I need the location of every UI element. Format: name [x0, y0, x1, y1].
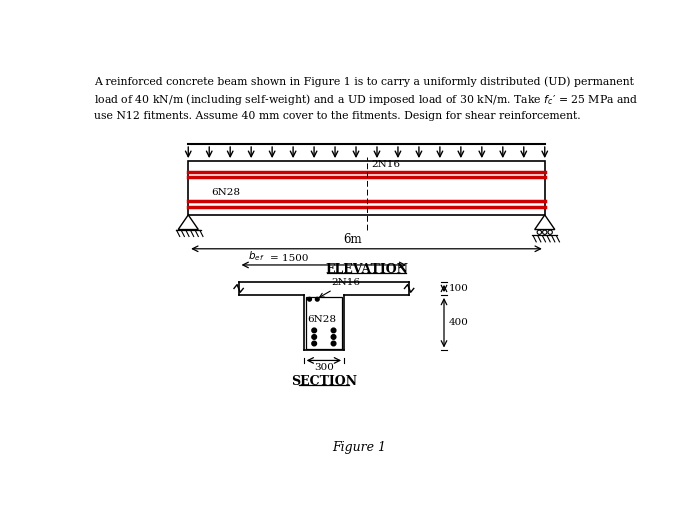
Text: 2N16: 2N16	[320, 278, 360, 297]
Text: 300: 300	[314, 363, 334, 372]
Text: SECTION: SECTION	[291, 375, 357, 388]
Circle shape	[312, 341, 316, 346]
Circle shape	[308, 298, 312, 301]
Text: = 1500: = 1500	[270, 254, 308, 263]
Circle shape	[316, 298, 319, 301]
Text: Figure 1: Figure 1	[332, 441, 386, 454]
Text: 100: 100	[449, 284, 468, 293]
Circle shape	[331, 341, 336, 346]
Text: 6N28: 6N28	[307, 315, 336, 324]
Circle shape	[312, 328, 316, 333]
Circle shape	[331, 335, 336, 339]
Text: ELEVATION: ELEVATION	[325, 263, 408, 276]
Bar	[306, 297, 342, 348]
Text: A reinforced concrete beam shown in Figure 1 is to carry a uniformly distributed: A reinforced concrete beam shown in Figu…	[94, 76, 638, 121]
Text: 6m: 6m	[343, 233, 362, 247]
Circle shape	[312, 335, 316, 339]
Bar	[188, 161, 545, 215]
Text: 2N16: 2N16	[371, 160, 400, 169]
Text: 6N28: 6N28	[211, 188, 241, 197]
Text: $b_{ef}$: $b_{ef}$	[248, 250, 265, 263]
Circle shape	[331, 328, 336, 333]
Text: 400: 400	[449, 318, 468, 327]
